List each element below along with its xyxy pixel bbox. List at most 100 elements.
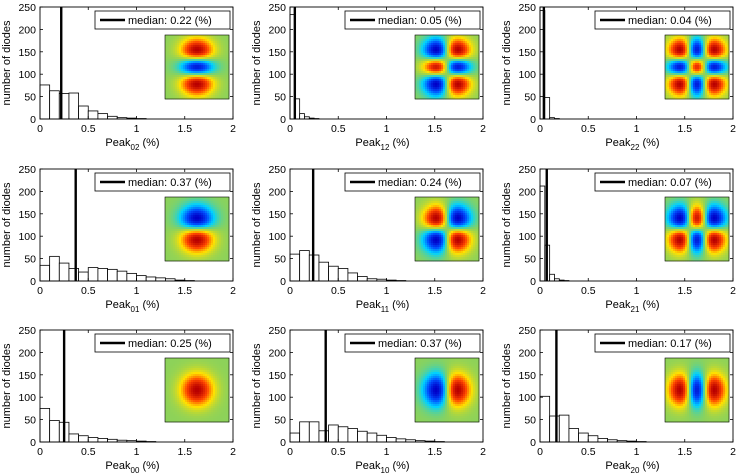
mode-image-pixel <box>169 227 172 230</box>
mode-image-pixel <box>475 75 478 78</box>
mode-image-pixel <box>715 37 718 40</box>
mode-image-pixel <box>197 243 200 246</box>
mode-image-pixel <box>455 43 458 46</box>
mode-image-pixel <box>459 199 462 202</box>
mode-image-pixel <box>427 199 430 202</box>
mode-image-pixel <box>219 65 222 68</box>
mode-image-pixel <box>209 223 212 226</box>
mode-image-pixel <box>185 37 188 40</box>
mode-image-pixel <box>207 49 210 52</box>
mode-image-pixel <box>417 95 420 98</box>
mode-image-pixel <box>471 57 474 60</box>
mode-image-pixel <box>213 243 216 246</box>
mode-image-pixel <box>439 201 442 204</box>
mode-image-pixel <box>465 215 468 218</box>
mode-image-pixel <box>437 199 440 202</box>
mode-image-pixel <box>197 85 200 88</box>
mode-image-pixel <box>179 69 182 72</box>
mode-image-pixel <box>197 65 200 68</box>
mode-image-pixel <box>455 63 458 66</box>
mode-image-pixel <box>181 199 184 202</box>
mode-image-pixel <box>187 95 190 98</box>
mode-image-pixel <box>225 239 228 242</box>
mode-image-pixel <box>187 253 190 256</box>
mode-image-pixel <box>429 89 432 92</box>
mode-image-pixel <box>465 63 468 66</box>
mode-image-pixel <box>423 81 426 84</box>
mode-image-pixel <box>417 227 420 230</box>
mode-image-pixel <box>721 37 724 40</box>
mode-image-pixel <box>471 63 474 66</box>
mode-image-pixel <box>443 93 446 96</box>
x-tick-label: 1.5 <box>427 285 442 297</box>
mode-image-pixel <box>453 77 456 80</box>
mode-image-pixel <box>697 55 700 58</box>
mode-image-pixel <box>727 47 730 50</box>
mode-image-pixel <box>455 77 458 80</box>
mode-image-pixel <box>431 87 434 90</box>
mode-image-pixel <box>417 211 420 214</box>
mode-image-pixel <box>703 71 706 74</box>
mode-image-pixel <box>685 61 688 64</box>
mode-image-pixel <box>433 55 436 58</box>
mode-image-pixel <box>217 81 220 84</box>
mode-image-pixel <box>445 63 448 66</box>
mode-image-pixel <box>667 93 670 96</box>
mode-image-pixel <box>705 39 708 42</box>
mode-image-pixel <box>181 253 184 256</box>
mode-image-pixel <box>469 69 472 72</box>
mode-image-pixel <box>423 203 426 206</box>
mode-image-pixel <box>193 239 196 242</box>
mode-image-pixel <box>193 93 196 96</box>
mode-image-pixel <box>471 225 474 228</box>
mode-image-pixel <box>435 45 438 48</box>
mode-image-pixel <box>457 233 460 236</box>
mode-image-pixel <box>455 75 458 78</box>
mode-image-pixel <box>175 243 178 246</box>
mode-image-pixel <box>227 71 230 74</box>
mode-image-pixel <box>447 83 450 86</box>
mode-image-pixel <box>461 49 464 52</box>
mode-image-pixel <box>201 201 204 204</box>
mode-image-pixel <box>467 205 470 208</box>
mode-image-pixel <box>171 75 174 78</box>
mode-image-pixel <box>437 61 440 64</box>
mode-image-pixel <box>431 63 434 66</box>
mode-image-pixel <box>709 89 712 92</box>
mode-image-pixel <box>697 79 700 82</box>
mode-image-pixel <box>185 75 188 78</box>
mode-image-pixel <box>665 35 668 38</box>
mode-image-pixel <box>471 227 474 230</box>
mode-image-pixel <box>437 69 440 72</box>
mode-image-pixel <box>223 197 226 200</box>
mode-image-pixel <box>437 201 440 204</box>
mode-image-pixel <box>209 91 212 94</box>
mode-image-pixel <box>189 243 192 246</box>
mode-image-pixel <box>215 59 218 62</box>
mode-image-pixel <box>439 207 442 210</box>
mode-image-pixel <box>421 97 424 100</box>
mode-image-pixel <box>169 247 172 250</box>
mode-image-pixel <box>725 63 728 66</box>
mode-image-pixel <box>201 49 204 52</box>
mode-image-pixel <box>453 235 456 238</box>
x-tick-label: 0 <box>287 123 293 135</box>
mode-image-pixel <box>207 231 210 234</box>
mode-image-pixel <box>451 217 454 220</box>
mode-image-pixel <box>477 209 480 212</box>
mode-image-pixel <box>701 73 704 76</box>
mode-image-pixel <box>197 257 200 260</box>
mode-image-pixel <box>445 215 448 218</box>
mode-image-pixel <box>711 35 714 38</box>
mode-image-pixel <box>167 213 170 216</box>
mode-image-pixel <box>679 91 682 94</box>
mode-image-pixel <box>429 93 432 96</box>
mode-image-pixel <box>189 55 192 58</box>
mode-image-pixel <box>195 69 198 72</box>
mode-image-pixel <box>207 239 210 242</box>
mode-image-pixel <box>199 93 202 96</box>
mode-image-pixel <box>673 41 676 44</box>
mode-image-pixel <box>427 83 430 86</box>
mode-image-pixel <box>421 93 424 96</box>
mode-image-pixel <box>701 55 704 58</box>
